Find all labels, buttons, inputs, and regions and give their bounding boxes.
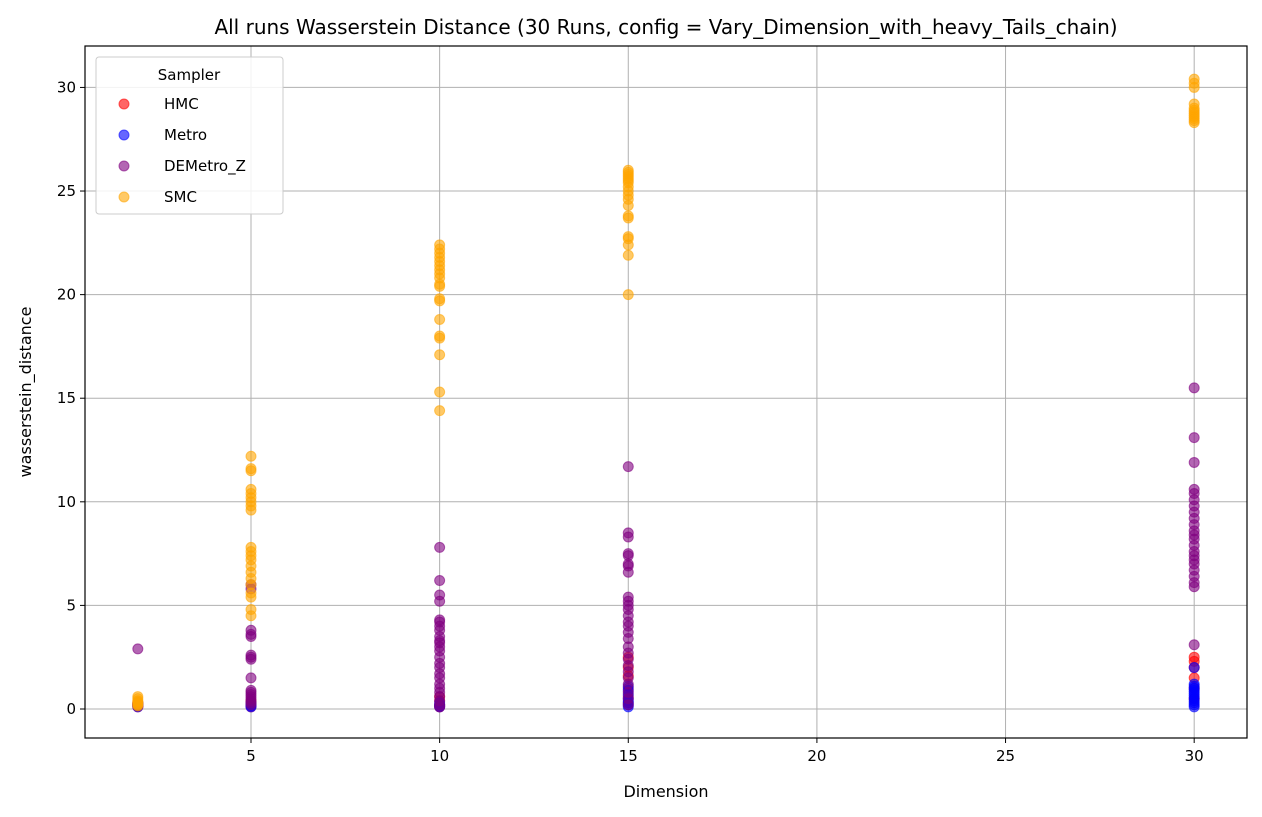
data-point-smc: [434, 349, 446, 361]
data-point-demetro-z: [245, 649, 257, 661]
series-demetro-z: [132, 382, 1200, 713]
y-tick-label: 0: [66, 700, 76, 718]
y-tick-label: 25: [57, 182, 76, 200]
x-tick-label: 20: [807, 747, 826, 765]
y-tick-label: 15: [57, 389, 76, 407]
legend: Sampler HMC Metro DEMetro_Z SMC: [95, 56, 284, 215]
data-point-demetro-z: [245, 624, 257, 636]
data-point-smc: [622, 231, 634, 243]
x-tick-label: 5: [246, 747, 256, 765]
axis-ticks: 5 10 15 20 25 30 0 5 10 15 20 25 30: [57, 78, 1204, 765]
data-point-smc: [245, 450, 257, 462]
data-point-smc: [245, 541, 257, 553]
data-point-smc: [1188, 73, 1200, 85]
y-tick-label: 10: [57, 493, 76, 511]
y-axis-label: wasserstein_distance: [16, 307, 36, 478]
series-hmc: [132, 651, 1200, 713]
data-point-smc: [245, 483, 257, 495]
data-point-smc: [1188, 98, 1200, 110]
legend-box: [95, 56, 284, 215]
legend-items: HMC Metro DEMetro_Z SMC: [118, 95, 246, 206]
data-point-smc: [434, 239, 446, 251]
series-smc: [132, 73, 1200, 712]
data-point-demetro-z: [434, 614, 446, 626]
data-point-demetro-z: [245, 672, 257, 684]
legend-item-hmc: HMC: [118, 95, 199, 113]
data-point-smc: [434, 405, 446, 417]
legend-label: SMC: [164, 188, 197, 206]
legend-item-demetro-z: DEMetro_Z: [118, 157, 246, 176]
data-point-smc: [622, 249, 634, 261]
data-point-demetro-z: [434, 541, 446, 553]
legend-marker: [118, 98, 130, 110]
data-point-smc: [434, 313, 446, 325]
legend-label: HMC: [164, 95, 199, 113]
data-point-smc: [434, 386, 446, 398]
legend-label: Metro: [164, 126, 207, 144]
data-point-demetro-z: [1188, 456, 1200, 468]
data-point-metro: [1188, 662, 1200, 674]
legend-title: Sampler: [158, 66, 221, 84]
data-point-demetro-z: [622, 461, 634, 473]
data-point-smc: [434, 330, 446, 342]
data-point-smc: [622, 289, 634, 301]
series-metro: [132, 662, 1200, 713]
data-point-demetro-z: [622, 527, 634, 539]
x-axis-label: Dimension: [623, 782, 708, 801]
legend-label: DEMetro_Z: [164, 157, 246, 176]
data-point-smc: [622, 164, 634, 176]
chart-title: All runs Wasserstein Distance (30 Runs, …: [214, 15, 1117, 39]
data-point-demetro-z: [1188, 382, 1200, 394]
data-points: [132, 73, 1200, 713]
x-tick-label: 25: [996, 747, 1015, 765]
data-point-demetro-z: [132, 643, 144, 655]
data-point-demetro-z: [1188, 432, 1200, 444]
data-point-smc: [132, 691, 144, 703]
data-point-smc: [245, 463, 257, 475]
legend-marker: [118, 129, 130, 141]
data-point-demetro-z: [622, 548, 634, 560]
data-point-smc: [245, 604, 257, 616]
x-tick-label: 15: [619, 747, 638, 765]
y-tick-label: 30: [57, 78, 76, 96]
data-point-hmc: [1188, 651, 1200, 663]
y-tick-label: 5: [66, 596, 76, 614]
data-point-demetro-z: [434, 589, 446, 601]
data-point-smc: [622, 210, 634, 222]
plot-area-frame: [84, 45, 1248, 739]
data-point-demetro-z: [434, 575, 446, 587]
legend-marker: [118, 160, 130, 172]
legend-marker: [118, 191, 130, 203]
data-point-demetro-z: [1188, 639, 1200, 651]
x-tick-label: 10: [430, 747, 449, 765]
data-point-demetro-z: [245, 684, 257, 696]
data-point-demetro-z: [622, 591, 634, 603]
y-tick-label: 20: [57, 286, 76, 304]
data-point-smc: [434, 293, 446, 305]
data-point-metro: [1188, 678, 1200, 690]
legend-item-smc: SMC: [118, 188, 197, 206]
data-point-demetro-z: [1188, 483, 1200, 495]
legend-item-metro: Metro: [118, 126, 207, 144]
x-tick-label: 30: [1185, 747, 1204, 765]
